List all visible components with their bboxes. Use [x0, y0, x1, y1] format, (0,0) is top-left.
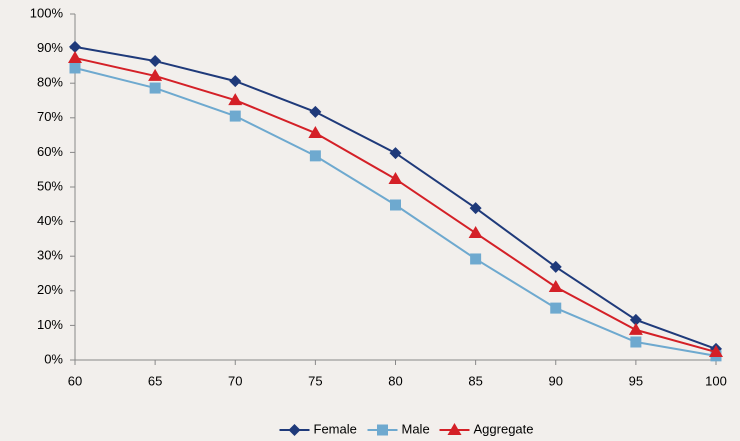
- y-tick-label: 60%: [37, 144, 63, 159]
- marker: [70, 62, 81, 73]
- x-tick-label: 60: [68, 373, 82, 388]
- legend-label: Aggregate: [474, 421, 534, 436]
- marker: [630, 337, 641, 348]
- y-tick-label: 50%: [37, 178, 63, 193]
- y-tick-label: 90%: [37, 40, 63, 55]
- x-tick-label: 90: [549, 373, 563, 388]
- y-tick-label: 80%: [37, 75, 63, 90]
- legend-marker: [377, 425, 388, 436]
- y-tick-label: 20%: [37, 282, 63, 297]
- y-tick-label: 0%: [44, 351, 63, 366]
- x-tick-label: 80: [388, 373, 402, 388]
- x-tick-label: 65: [148, 373, 162, 388]
- y-tick-label: 40%: [37, 213, 63, 228]
- x-tick-label: 70: [228, 373, 242, 388]
- y-tick-label: 70%: [37, 109, 63, 124]
- x-tick-label: 85: [468, 373, 482, 388]
- y-tick-label: 100%: [30, 5, 64, 20]
- y-tick-label: 10%: [37, 317, 63, 332]
- page: 0% 10% 20% 30% 40% 50% 60% 70% 80% 90% 100% 60 65 70 7…: [0, 0, 740, 441]
- legend-label: Male: [402, 421, 430, 436]
- legend-label: Female: [314, 421, 357, 436]
- x-tick-label: 100: [705, 373, 727, 388]
- marker: [390, 199, 401, 210]
- marker: [470, 253, 481, 264]
- marker: [310, 150, 321, 161]
- y-tick-label: 30%: [37, 248, 63, 263]
- chart: 0% 10% 20% 30% 40% 50% 60% 70% 80% 90% 100% 60 65 70 7…: [0, 0, 740, 441]
- x-tick-label: 75: [308, 373, 322, 388]
- marker: [150, 83, 161, 94]
- marker: [230, 111, 241, 122]
- x-tick-label: 95: [629, 373, 643, 388]
- marker: [550, 303, 561, 314]
